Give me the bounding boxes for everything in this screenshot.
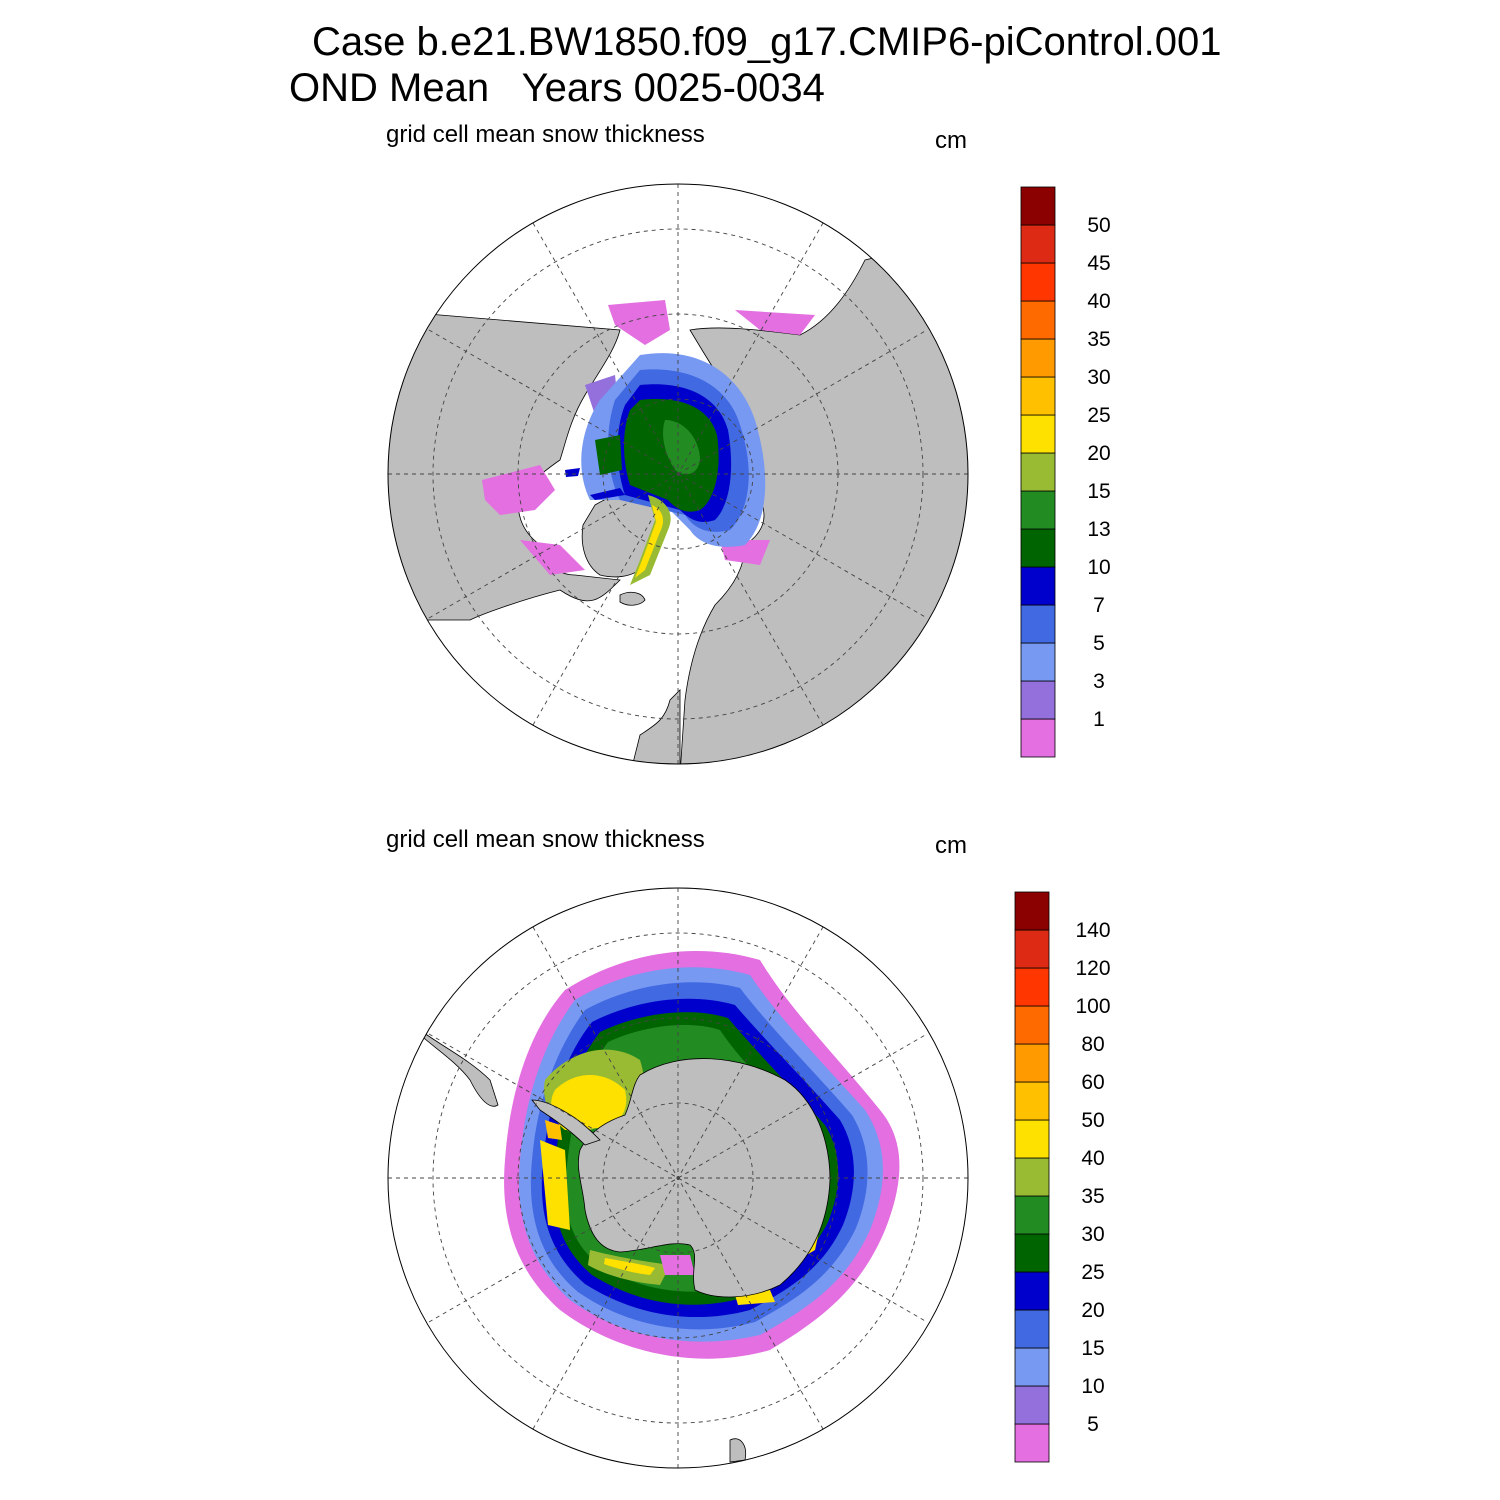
colorbar-tick-label: 15 [1087,480,1110,503]
colorbar-tick-label: 60 [1081,1071,1104,1094]
colorbar-tick-label: 15 [1081,1337,1104,1360]
antarctic-map-label: grid cell mean snow thickness [386,826,705,853]
antarctic-land-peninsula [531,1099,601,1146]
colorbar-tick-label: 5 [1087,1413,1099,1436]
arctic-snow-band-1 [608,300,670,345]
arctic-snow-band-1-east [735,310,815,335]
colorbar-swatch [1014,891,1050,931]
colorbar-tick-label: 120 [1075,957,1110,980]
colorbar-swatch [1014,1195,1050,1235]
colorbar-tick-label: 40 [1081,1147,1104,1170]
antarctic-snow-band-1-ross [660,1255,695,1275]
colorbar-tick-label: 50 [1087,214,1110,237]
arctic-snow-band-6-archipelago [595,435,622,475]
antarctic-snow-band-10-peninsula [545,1120,562,1140]
colorbar-swatch [1014,1423,1050,1463]
colorbar-swatch [1020,300,1056,340]
colorbar-tick-label: 10 [1081,1375,1104,1398]
colorbar-swatch [1014,1347,1050,1387]
colorbar-tick-label: 13 [1087,518,1110,541]
colorbar-swatch [1020,642,1056,682]
colorbar-tick-label: 80 [1081,1033,1104,1056]
colorbar-tick-label: 100 [1075,995,1110,1018]
arctic-land-iceland [619,591,646,606]
colorbar-tick-label: 35 [1087,328,1110,351]
antarctic-graticule [388,888,968,1468]
arctic-land-europe-south [629,689,681,764]
colorbar-swatch [1020,452,1056,492]
colorbar-swatch [1020,186,1056,226]
antarctic-land-continent [577,1058,831,1298]
antarctic-land-south-america [389,998,499,1107]
colorbar-swatch [1020,338,1056,378]
colorbar-swatch [1014,1081,1050,1121]
colorbar-swatch [1014,1043,1050,1083]
colorbar-swatch [1020,490,1056,530]
colorbar-swatch [1014,929,1050,969]
arctic-map-label: grid cell mean snow thickness [386,121,705,148]
colorbar-swatch [1014,1385,1050,1425]
antarctic-colorbar: 5 10 15 20 25 30 35 40 50 60 80 100 120 140 [1014,891,1111,1463]
colorbar-tick-label: 1 [1093,708,1105,731]
antarctic-map [387,887,969,1469]
colorbar-tick-label: 140 [1075,919,1110,942]
colorbar-tick-label: 10 [1087,556,1110,579]
figure-title-line-1: Case b.e21.BW1850.f09_g17.CMIP6-piContro… [312,20,1222,64]
arctic-land-north-america [388,309,621,621]
colorbar-tick-label: 40 [1087,290,1110,313]
figure-title-line-2: OND Mean Years 0025-0034 [289,66,825,110]
antarctic-map-border [387,887,969,1469]
colorbar-swatch [1020,262,1056,302]
colorbar-tick-label: 20 [1087,442,1110,465]
colorbar-swatch [1020,528,1056,568]
colorbar-swatch [1014,967,1050,1007]
colorbar-swatch [1014,1119,1050,1159]
colorbar-swatch [1020,604,1056,644]
antarctic-snow-band-9-ross [604,1258,655,1275]
colorbar-swatch [1014,1005,1050,1045]
colorbar-swatch [1014,1271,1050,1311]
arctic-snow-band-5-greenland [590,488,625,500]
arctic-snow-band-9 [635,505,664,578]
colorbar-tick-label: 5 [1093,632,1105,655]
colorbar-tick-label: 30 [1081,1223,1104,1246]
arctic-map [387,183,969,765]
colorbar-tick-label: 25 [1087,404,1110,427]
colorbar-swatch [1020,718,1056,758]
colorbar-swatch [1014,1233,1050,1273]
arctic-units-label: cm [935,127,967,154]
arctic-snow-band-7 [663,420,700,475]
antarctic-units-label: cm [935,832,967,859]
colorbar-swatch [1020,414,1056,454]
colorbar-tick-label: 3 [1093,670,1105,693]
colorbar-tick-label: 7 [1093,594,1105,617]
colorbar-tick-label: 50 [1081,1109,1104,1132]
arctic-map-border [387,183,969,765]
colorbar-tick-label: 25 [1081,1261,1104,1284]
colorbar-tick-label: 30 [1087,366,1110,389]
arctic-snow-band-5-archipelago [565,468,580,477]
arctic-snow-band-1-hudson [482,465,555,515]
colorbar-tick-label: 20 [1081,1299,1104,1322]
colorbar-tick-label: 45 [1087,252,1110,275]
colorbar-swatch [1020,680,1056,720]
colorbar-swatch [1020,376,1056,416]
colorbar-swatch [1014,1309,1050,1349]
colorbar-swatch [1020,566,1056,606]
antarctic-snow-band-9-peninsula [540,1140,570,1230]
colorbar-swatch [1014,1157,1050,1197]
colorbar-swatch [1020,224,1056,264]
colorbar-tick-label: 35 [1081,1185,1104,1208]
arctic-graticule [388,184,968,764]
